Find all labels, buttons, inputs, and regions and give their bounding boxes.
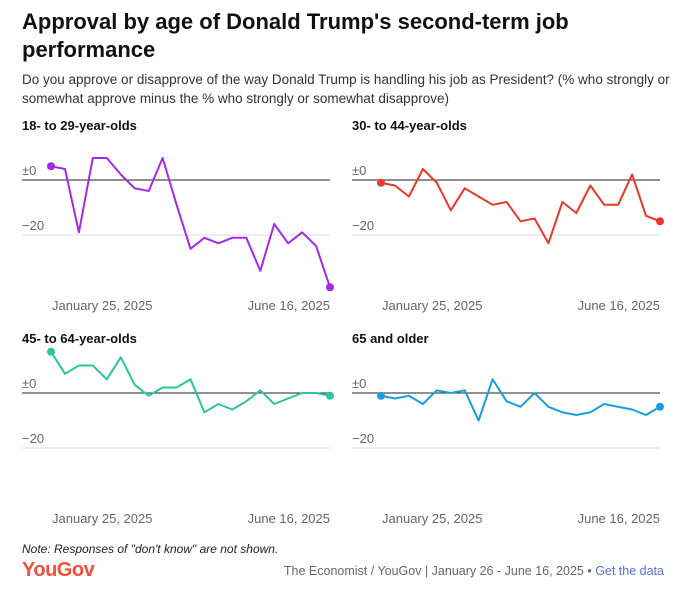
x-tick-label: June 16, 2025 bbox=[248, 298, 330, 313]
line bbox=[380, 378, 661, 422]
panel-title: 65 and older bbox=[352, 331, 429, 346]
y-tick-label: ±0 bbox=[22, 376, 36, 391]
panel-title: 18- to 29-year-olds bbox=[22, 118, 137, 133]
x-tick-label: January 25, 2025 bbox=[382, 298, 482, 313]
panel-title: 45- to 64-year-olds bbox=[22, 331, 137, 346]
logo: YouGov bbox=[22, 559, 95, 581]
line bbox=[50, 157, 331, 288]
y-tick-label: ±0 bbox=[352, 163, 366, 178]
y-tick-label: −20 bbox=[352, 431, 374, 446]
data-link[interactable]: Get the data bbox=[595, 564, 664, 578]
x-tick-label: January 25, 2025 bbox=[382, 511, 482, 526]
charts: 18- to 29-year-olds ±0 −20 January 25, 2025… bbox=[22, 118, 664, 526]
subtitle: Do you approve or disapprove of the way … bbox=[22, 72, 670, 106]
y-tick-label: ±0 bbox=[352, 376, 366, 391]
end-dot bbox=[47, 162, 55, 171]
x-tick-label: June 16, 2025 bbox=[248, 511, 330, 526]
note: Note: Responses of "don't know" are not … bbox=[22, 542, 279, 556]
title: Approval by age of Donald Trump's second… bbox=[22, 9, 569, 62]
end-dot bbox=[656, 402, 664, 411]
end-dot bbox=[656, 217, 664, 226]
y-tick-label: −20 bbox=[352, 218, 374, 233]
source: The Economist / YouGov | January 26 - Ju… bbox=[283, 564, 592, 578]
x-tick-label: June 16, 2025 bbox=[578, 298, 660, 313]
x-tick-label: June 16, 2025 bbox=[578, 511, 660, 526]
end-dot bbox=[326, 391, 334, 400]
end-dot bbox=[377, 391, 385, 400]
panel-title: 30- to 44-year-olds bbox=[352, 118, 467, 133]
footer: The Economist / YouGov | January 26 - Ju… bbox=[284, 564, 664, 578]
end-dot bbox=[47, 347, 55, 356]
x-tick-label: January 25, 2025 bbox=[52, 298, 152, 313]
end-dot bbox=[377, 178, 385, 187]
line bbox=[380, 168, 661, 245]
line bbox=[50, 351, 331, 414]
y-tick-label: ±0 bbox=[22, 163, 36, 178]
end-dot bbox=[326, 283, 334, 292]
y-tick-label: −20 bbox=[22, 218, 44, 233]
y-tick-label: −20 bbox=[22, 431, 44, 446]
x-tick-label: January 25, 2025 bbox=[52, 511, 152, 526]
